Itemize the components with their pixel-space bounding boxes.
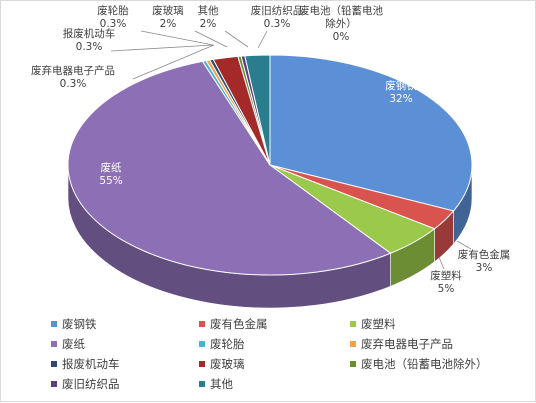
legend-item-8: 废电池（铅蓄电池除外） <box>350 357 488 371</box>
legend-label: 废纸 <box>62 337 85 351</box>
legend-item-3: 废纸 <box>51 337 85 351</box>
data-label-2: 废塑料 5% <box>430 269 462 295</box>
leader-line-10 <box>224 30 249 48</box>
leader-line-2 <box>438 256 445 270</box>
legend-swatch <box>199 361 205 367</box>
legend-swatch <box>51 341 57 347</box>
legend-label: 废弃电器电子产品 <box>361 337 453 351</box>
legend-item-0: 废钢铁 <box>51 317 97 331</box>
leader-lines <box>110 30 472 270</box>
data-label-1: 废有色金属 3% <box>458 248 511 274</box>
legend-item-6: 报废机动车 <box>51 357 120 371</box>
legend-label: 废有色金属 <box>210 317 268 331</box>
legend-swatch <box>199 321 205 327</box>
legend-swatch <box>350 341 356 347</box>
leader-line-6 <box>110 44 214 52</box>
leader-line-5 <box>132 44 215 80</box>
legend-label: 废玻璃 <box>210 357 245 371</box>
legend-item-5: 废弃电器电子产品 <box>350 337 453 351</box>
data-label-10: 其他 2% <box>198 4 219 30</box>
data-label-7: 废玻璃 2% <box>152 4 184 30</box>
slice-top-10 <box>244 54 271 166</box>
leader-line-7 <box>194 30 228 48</box>
legend-swatch <box>199 341 205 347</box>
legend-item-10: 其他 <box>199 377 233 391</box>
legend-swatch <box>51 321 57 327</box>
data-label-6: 报废机动车 0.3% <box>63 27 116 53</box>
slice-top-0 <box>269 54 473 212</box>
legend-swatch <box>350 321 356 327</box>
legend-item-9: 废旧纺织品 <box>51 377 120 391</box>
slice-top-3 <box>67 60 392 276</box>
data-label-4: 废轮胎 0.3% <box>97 4 129 30</box>
leader-line-4 <box>140 30 214 46</box>
legend-label: 报废机动车 <box>62 357 120 371</box>
legend-label: 废电池（铅蓄电池除外） <box>361 357 488 371</box>
data-label-0: 废钢铁 32% <box>385 79 417 105</box>
data-label-9: 废旧纺织品 0.3% <box>251 4 304 30</box>
legend-swatch <box>51 361 57 367</box>
legend-swatch <box>350 361 356 367</box>
legend-label: 废塑料 <box>361 317 396 331</box>
legend-item-2: 废塑料 <box>350 317 396 331</box>
legend-label: 废旧纺织品 <box>62 377 120 391</box>
legend-label: 其他 <box>210 377 233 391</box>
leader-line-1 <box>456 240 472 250</box>
legend-label: 废轮胎 <box>210 337 245 351</box>
legend-swatch <box>51 381 57 387</box>
leader-line-9 <box>257 30 268 49</box>
legend-item-4: 废轮胎 <box>199 337 245 351</box>
data-label-5: 废弃电器电子产品 0.3% <box>31 64 115 90</box>
legend-label: 废钢铁 <box>62 317 97 331</box>
pie-tops <box>67 54 473 276</box>
data-label-3: 废纸 55% <box>99 161 122 187</box>
data-label-8: 废电池（铅蓄电池除外） 0% <box>299 4 383 43</box>
legend-swatch <box>199 381 205 387</box>
data-labels: 废钢铁 32% 废有色金属 3%废塑料 5% 废纸 55% 废轮胎 0.3% 废弃电器电子产品 0.… <box>31 4 510 295</box>
legend-item-7: 废玻璃 <box>199 357 245 371</box>
legend-item-1: 废有色金属 <box>199 317 268 331</box>
